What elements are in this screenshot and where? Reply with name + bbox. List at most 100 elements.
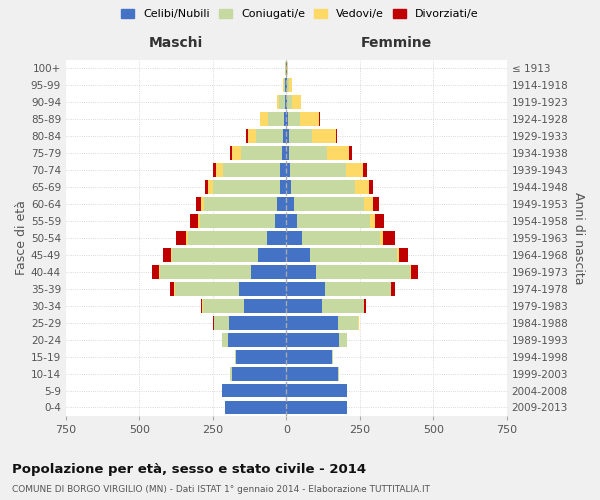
Bar [286,130,289,143]
Bar [239,282,286,296]
Bar [260,112,268,126]
Bar [201,197,204,211]
Bar [286,332,339,346]
Bar [383,231,395,245]
Bar [286,197,293,211]
Bar [364,299,366,312]
Bar [302,231,380,245]
Bar [286,384,347,398]
Bar [289,146,328,160]
Bar [230,366,232,380]
Bar [284,112,286,126]
Bar [279,96,285,110]
Bar [204,197,277,211]
Bar [286,78,287,92]
Bar [364,197,373,211]
Bar [163,248,171,262]
Bar [376,214,384,228]
Bar [171,248,172,262]
Bar [286,214,296,228]
Bar [399,248,407,262]
Bar [188,231,267,245]
Bar [160,265,251,279]
Bar [291,180,355,194]
Bar [214,316,229,330]
Bar [277,197,286,211]
Bar [289,130,312,143]
Bar [286,248,310,262]
Bar [280,180,286,194]
Bar [296,214,370,228]
Bar [339,332,347,346]
Bar [335,130,337,143]
Bar [175,282,239,296]
Bar [349,146,352,160]
Bar [292,96,301,110]
Bar [391,282,395,296]
Bar [325,282,391,296]
Bar [299,112,319,126]
Text: Maschi: Maschi [149,36,203,50]
Bar [289,78,292,92]
Bar [235,350,236,364]
Bar [286,163,290,177]
Bar [338,366,339,380]
Bar [221,384,286,398]
Bar [319,112,320,126]
Bar [275,214,286,228]
Bar [286,180,291,194]
Bar [411,265,418,279]
Bar [284,78,286,92]
Bar [310,248,397,262]
Bar [346,163,364,177]
Bar [332,350,334,364]
Bar [368,180,373,194]
Y-axis label: Anni di nascita: Anni di nascita [572,192,585,284]
Bar [286,299,322,312]
Bar [286,316,338,330]
Bar [287,78,289,92]
Bar [236,350,286,364]
Bar [201,299,202,312]
Bar [268,112,284,126]
Bar [227,332,286,346]
Bar [203,299,244,312]
Bar [198,214,200,228]
Bar [286,112,288,126]
Bar [285,96,286,110]
Bar [286,366,338,380]
Bar [280,163,286,177]
Bar [316,265,410,279]
Bar [338,316,358,330]
Bar [288,112,299,126]
Bar [187,231,188,245]
Bar [241,146,282,160]
Bar [176,231,187,245]
Bar [364,163,367,177]
Bar [286,231,302,245]
Bar [230,146,232,160]
Bar [251,265,286,279]
Bar [213,163,216,177]
Bar [213,180,280,194]
Bar [172,248,259,262]
Bar [370,214,376,228]
Bar [286,350,332,364]
Bar [293,197,364,211]
Bar [190,214,198,228]
Bar [373,197,379,211]
Bar [205,180,208,194]
Bar [259,248,286,262]
Bar [290,163,346,177]
Bar [282,146,286,160]
Bar [355,180,368,194]
Bar [248,130,256,143]
Bar [256,130,283,143]
Bar [283,130,286,143]
Text: Popolazione per età, sesso e stato civile - 2014: Popolazione per età, sesso e stato civil… [12,462,366,475]
Bar [224,400,286,414]
Bar [223,163,280,177]
Bar [152,265,160,279]
Bar [208,180,213,194]
Bar [286,400,347,414]
